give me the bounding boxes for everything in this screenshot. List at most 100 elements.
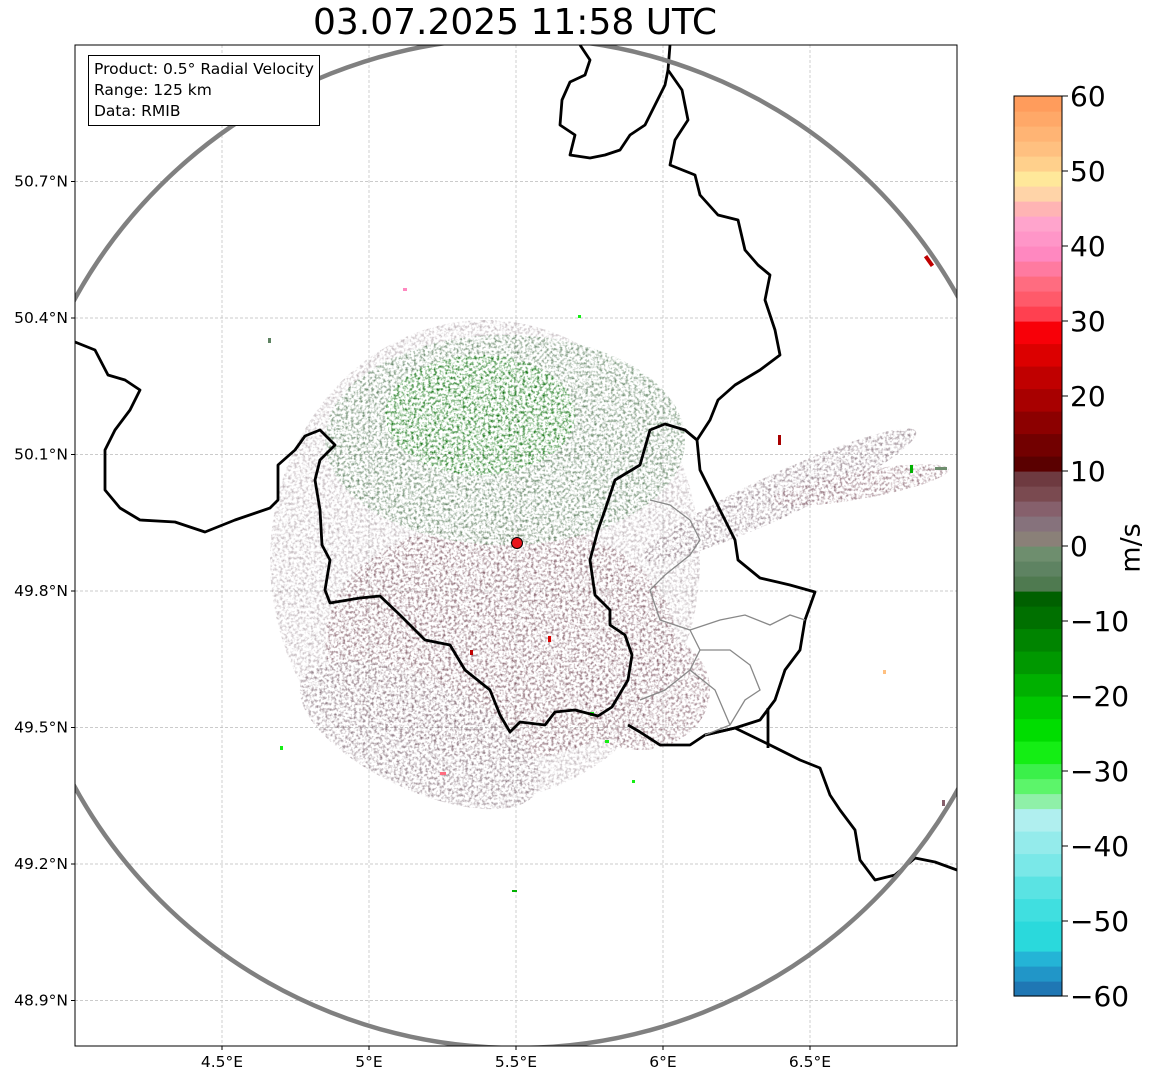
colorbar-segment-49 — [1014, 96, 1062, 112]
admin-border-5 — [689, 669, 731, 726]
colorbar-tick-label-0: 60 — [1070, 80, 1106, 113]
colorbar-segment-6 — [1014, 853, 1062, 877]
colorbar-tick-label-12: −60 — [1070, 980, 1129, 1013]
colorbar-tick-label-8: −20 — [1070, 680, 1129, 713]
colorbar-segment-44 — [1014, 171, 1062, 187]
colorbar: 60 50 40 30 20 10 0 −10 −20 −30 −40 −50 −60 — [1013, 80, 1129, 1013]
info-range: Range: 125 km — [94, 81, 212, 99]
colorbar-segment-36 — [1014, 291, 1062, 307]
admin-borders — [639, 499, 806, 736]
colorbar-segment-20 — [1014, 576, 1062, 592]
colorbar-segment-18 — [1014, 606, 1062, 630]
lon-label-2: 5.5°E — [495, 1053, 537, 1071]
colorbar-tick-label-3: 30 — [1070, 305, 1106, 338]
longitude-labels: 4.5°E 5°E 5.5°E 6°E 6.5°E — [201, 1046, 831, 1071]
admin-border-1 — [649, 499, 701, 631]
colorbar-segment-2 — [1014, 951, 1062, 967]
colorbar-segment-0 — [1014, 981, 1062, 997]
colorbar-segment-33 — [1014, 343, 1062, 367]
colorbar-segment-9 — [1014, 793, 1062, 810]
colorbar-segment-14 — [1014, 696, 1062, 720]
colorbar-segment-10 — [1014, 778, 1062, 795]
colorbar-segment-42 — [1014, 201, 1062, 217]
colorbar-segment-13 — [1014, 718, 1062, 742]
colorbar-segment-48 — [1014, 111, 1062, 127]
colorbar-ticks: 60 50 40 30 20 10 0 −10 −20 −30 −40 −50 −60 — [1062, 80, 1129, 1013]
colorbar-segment-12 — [1014, 741, 1062, 765]
echo-region-southwest-band — [299, 660, 541, 810]
colorbar-segment-11 — [1014, 763, 1062, 780]
colorbar-segment-29 — [1014, 433, 1062, 457]
colorbar-tick-label-2: 40 — [1070, 230, 1106, 263]
colorbar-segment-23 — [1014, 531, 1062, 547]
colorbar-segment-28 — [1014, 456, 1062, 472]
admin-border-2 — [689, 614, 806, 631]
colorbar-tick-label-9: −30 — [1070, 755, 1129, 788]
colorbar-tick-label-6: 0 — [1070, 530, 1088, 563]
colorbar-segment-35 — [1014, 306, 1062, 322]
colorbar-tick-label-7: −10 — [1070, 605, 1129, 638]
lat-label-6: 48.9°N — [14, 992, 68, 1010]
border-france-belgium-west — [75, 45, 782, 734]
colorbar-segment-21 — [1014, 561, 1062, 577]
lat-label-2: 50.1°N — [14, 446, 68, 464]
map-title: 03.07.2025 11:58 UTC — [312, 2, 718, 43]
colorbar-tick-label-5: 10 — [1070, 455, 1106, 488]
colorbar-segment-47 — [1014, 126, 1062, 142]
colorbar-segment-7 — [1014, 831, 1062, 855]
colorbar-segment-37 — [1014, 276, 1062, 292]
lat-label-4: 49.5°N — [14, 719, 68, 737]
lon-label-3: 6°E — [649, 1053, 676, 1071]
colorbar-segment-31 — [1014, 388, 1062, 412]
colorbar-segment-46 — [1014, 141, 1062, 157]
colorbar-segment-41 — [1014, 216, 1062, 232]
colorbar-segment-8 — [1014, 808, 1062, 832]
echo-region-southeast — [570, 630, 710, 750]
colorbar-segment-16 — [1014, 651, 1062, 675]
info-source: Data: RMIB — [94, 102, 181, 120]
border-germany-north — [558, 45, 670, 160]
latitude-labels: 50.7°N 50.4°N 50.1°N 49.8°N 49.5°N 49.2°N 48.9… — [14, 173, 75, 1010]
colorbar-tick-label-10: −40 — [1070, 830, 1129, 863]
colorbar-segment-25 — [1014, 501, 1062, 517]
colorbar-segment-27 — [1014, 471, 1062, 487]
echo-region-strong-inbound — [385, 355, 575, 475]
colorbar-segment-45 — [1014, 156, 1062, 172]
colorbar-segment-17 — [1014, 628, 1062, 652]
colorbar-segment-39 — [1014, 246, 1062, 262]
colorbar-segments — [1014, 96, 1062, 997]
colorbar-segment-24 — [1014, 516, 1062, 532]
colorbar-segment-30 — [1014, 411, 1062, 435]
colorbar-segment-26 — [1014, 486, 1062, 502]
colorbar-segment-15 — [1014, 673, 1062, 697]
lat-label-5: 49.2°N — [14, 855, 68, 873]
echo-region-east-band-2 — [771, 464, 949, 506]
radar-site-marker[interactable] — [511, 537, 523, 549]
colorbar-tick-label-1: 50 — [1070, 155, 1106, 188]
colorbar-segment-5 — [1014, 876, 1062, 900]
colorbar-segment-34 — [1014, 321, 1062, 345]
colorbar-segment-19 — [1014, 591, 1062, 607]
lon-label-4: 6.5°E — [789, 1053, 831, 1071]
colorbar-segment-3 — [1014, 921, 1062, 952]
info-product: Product: 0.5° Radial Velocity — [94, 60, 314, 78]
lat-label-1: 50.4°N — [14, 309, 68, 327]
lon-label-0: 4.5°E — [201, 1053, 243, 1071]
lon-label-1: 5°E — [355, 1053, 382, 1071]
colorbar-tick-label-11: −50 — [1070, 905, 1129, 938]
lat-label-0: 50.7°N — [14, 173, 68, 191]
colorbar-unit-label: m/s — [1115, 523, 1147, 573]
colorbar-segment-32 — [1014, 366, 1062, 390]
colorbar-segment-22 — [1014, 546, 1062, 562]
border-luxembourg-east — [627, 439, 817, 747]
colorbar-segment-40 — [1014, 231, 1062, 247]
colorbar-segment-1 — [1014, 966, 1062, 982]
colorbar-segment-43 — [1014, 186, 1062, 202]
colorbar-tick-label-4: 20 — [1070, 380, 1106, 413]
colorbar-segment-38 — [1014, 261, 1062, 277]
radar-echo-field — [270, 320, 949, 810]
echo-speckles — [268, 254, 947, 892]
colorbar-segment-4 — [1014, 898, 1062, 922]
product-info-box: Product: 0.5° Radial Velocity Range: 125… — [88, 55, 320, 126]
